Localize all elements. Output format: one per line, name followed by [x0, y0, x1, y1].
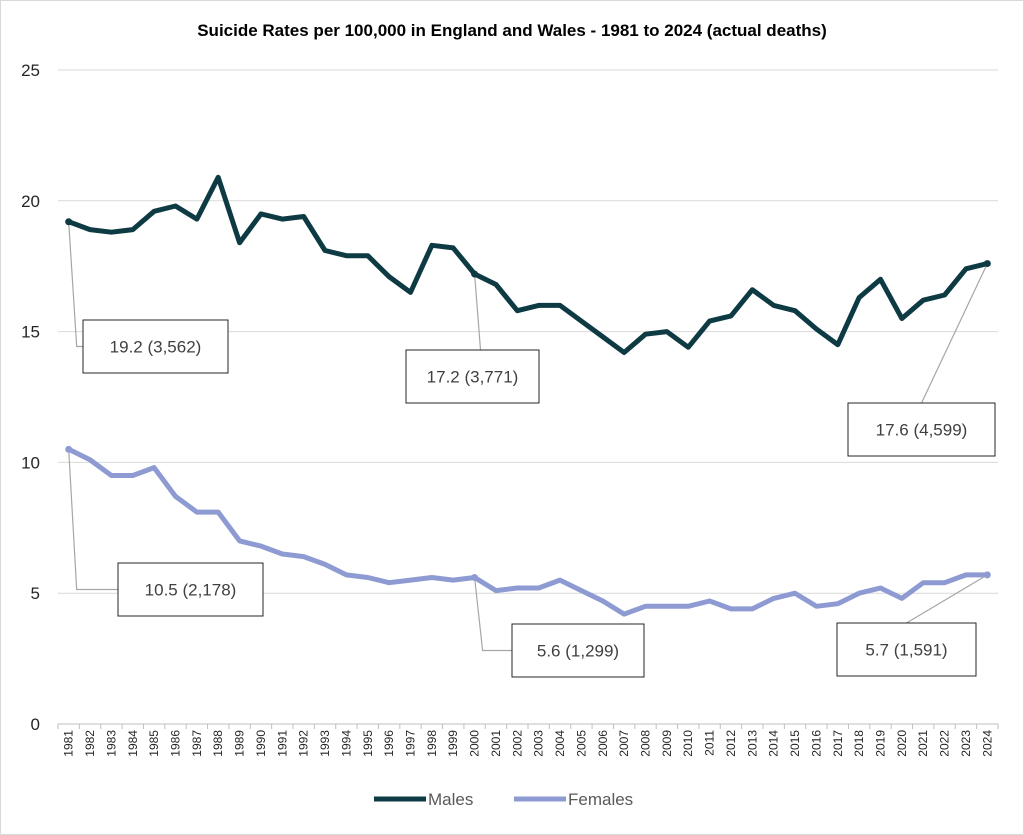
- annotation-point-marker: [983, 260, 991, 268]
- x-tick-label: 2020: [895, 730, 909, 757]
- x-tick-label: 2018: [852, 730, 866, 757]
- x-tick-label: 2016: [809, 730, 823, 757]
- series-lines: [66, 174, 990, 617]
- x-tick-label: 1988: [211, 730, 225, 757]
- x-tick-label: 1989: [233, 730, 247, 757]
- x-tick-label: 1985: [147, 730, 161, 757]
- x-tick-label: 1981: [62, 730, 76, 757]
- x-tick-label: 2015: [788, 730, 802, 757]
- annotation-males-1981: 19.2 (3,562): [65, 218, 229, 374]
- legend: Males Females: [374, 790, 633, 809]
- legend-label: Males: [428, 790, 473, 809]
- x-tick-label: 2000: [468, 730, 482, 757]
- y-tick-label: 5: [31, 584, 40, 603]
- x-tick-label: 2001: [489, 730, 503, 757]
- x-tick-label: 2008: [639, 730, 653, 757]
- annotation-males-2000: 17.2 (3,771): [405, 270, 540, 404]
- annotation-box: [836, 622, 977, 677]
- annotation-label: 17.2 (3,771): [427, 368, 519, 387]
- annotation-point-marker: [471, 270, 479, 278]
- x-tick-label: 2022: [938, 730, 952, 757]
- annotation-point-marker: [471, 574, 479, 582]
- x-tick-label: 2009: [660, 730, 674, 757]
- x-tick-label: 2014: [767, 730, 781, 757]
- annotation-box: [511, 623, 645, 678]
- chart-title: Suicide Rates per 100,000 in England and…: [197, 21, 827, 40]
- x-tick-label: 2011: [703, 730, 717, 756]
- annotation-label: 19.2 (3,562): [110, 338, 202, 357]
- x-tick-label: 2006: [596, 730, 610, 757]
- data-annotations: 19.2 (3,562) 17.2 (3,771) 17.6 (4,599) 10.5…: [65, 218, 996, 678]
- x-tick-label: 2024: [980, 730, 994, 757]
- y-tick-label: 0: [31, 715, 40, 734]
- series-line-males: [66, 174, 990, 355]
- y-axis-ticks: 0 5 10 15 20 25: [21, 61, 40, 734]
- annotation-label: 17.6 (4,599): [876, 421, 968, 440]
- x-tick-label: 2002: [510, 730, 524, 757]
- x-tick-label: 2003: [532, 730, 546, 757]
- x-tick-label: 2023: [959, 730, 973, 757]
- x-tick-label: 2007: [617, 730, 631, 757]
- x-tick-label: 1991: [275, 730, 289, 757]
- annotation-leader-line: [906, 574, 988, 624]
- x-tick-label: 1982: [83, 730, 97, 757]
- y-tick-label: 10: [21, 453, 40, 472]
- x-tick-label: 2021: [916, 730, 930, 757]
- legend-item-males: Males: [374, 790, 473, 809]
- x-tick-label: 1984: [126, 730, 140, 757]
- annotation-leader-line: [68, 221, 83, 348]
- y-tick-label: 15: [21, 323, 40, 342]
- annotation-leader-line: [473, 577, 512, 652]
- annotation-label: 10.5 (2,178): [145, 581, 237, 600]
- annotation-box: [405, 349, 540, 404]
- x-tick-label: 2019: [874, 730, 888, 757]
- x-tick-label: 1990: [254, 730, 268, 757]
- x-tick-label: 2005: [574, 730, 588, 757]
- annotation-point-marker: [65, 218, 73, 226]
- annotation-point-marker: [65, 445, 73, 453]
- series-line-females: [66, 446, 990, 617]
- x-tick-label: 1998: [425, 730, 439, 757]
- annotation-label: 5.6 (1,299): [537, 642, 619, 661]
- y-tick-label: 25: [21, 61, 40, 80]
- annotation-label: 5.7 (1,591): [865, 641, 947, 660]
- annotation-males-2024: 17.6 (4,599): [847, 260, 996, 457]
- annotation-box: [117, 562, 264, 617]
- annotation-females-2024: 5.7 (1,591): [836, 571, 991, 677]
- x-tick-label: 1993: [318, 730, 332, 757]
- annotation-point-marker: [983, 571, 991, 579]
- x-tick-label: 1997: [404, 730, 418, 757]
- x-tick-label: 1995: [361, 730, 375, 757]
- legend-item-females: Females: [514, 790, 633, 809]
- x-tick-label: 2017: [831, 730, 845, 757]
- x-tick-label: 2013: [745, 730, 759, 757]
- x-tick-label: 1996: [382, 730, 396, 757]
- x-tick-label: 2004: [553, 730, 567, 757]
- annotation-leader-line: [68, 449, 118, 591]
- x-tick-label: 2010: [681, 730, 695, 757]
- x-tick-label: 1983: [104, 730, 118, 757]
- x-tick-label: 2012: [724, 730, 738, 757]
- annotation-leader-line: [920, 263, 988, 404]
- x-tick-label: 1987: [190, 730, 204, 757]
- annotation-females-2000: 5.6 (1,299): [471, 574, 645, 678]
- y-tick-label: 20: [21, 192, 40, 211]
- annotation-box: [82, 319, 229, 374]
- x-tick-label: 1992: [297, 730, 311, 757]
- x-tick-label: 1994: [339, 730, 353, 757]
- x-tick-label: 1986: [169, 730, 183, 757]
- x-axis: 1981 1982 1983 1984 1985 1986 1987 1988 1989 1990…: [57, 723, 999, 757]
- annotation-females-1981: 10.5 (2,178): [65, 445, 264, 617]
- annotation-box: [847, 402, 996, 457]
- x-tick-label: 1999: [446, 730, 460, 757]
- legend-label: Females: [568, 790, 633, 809]
